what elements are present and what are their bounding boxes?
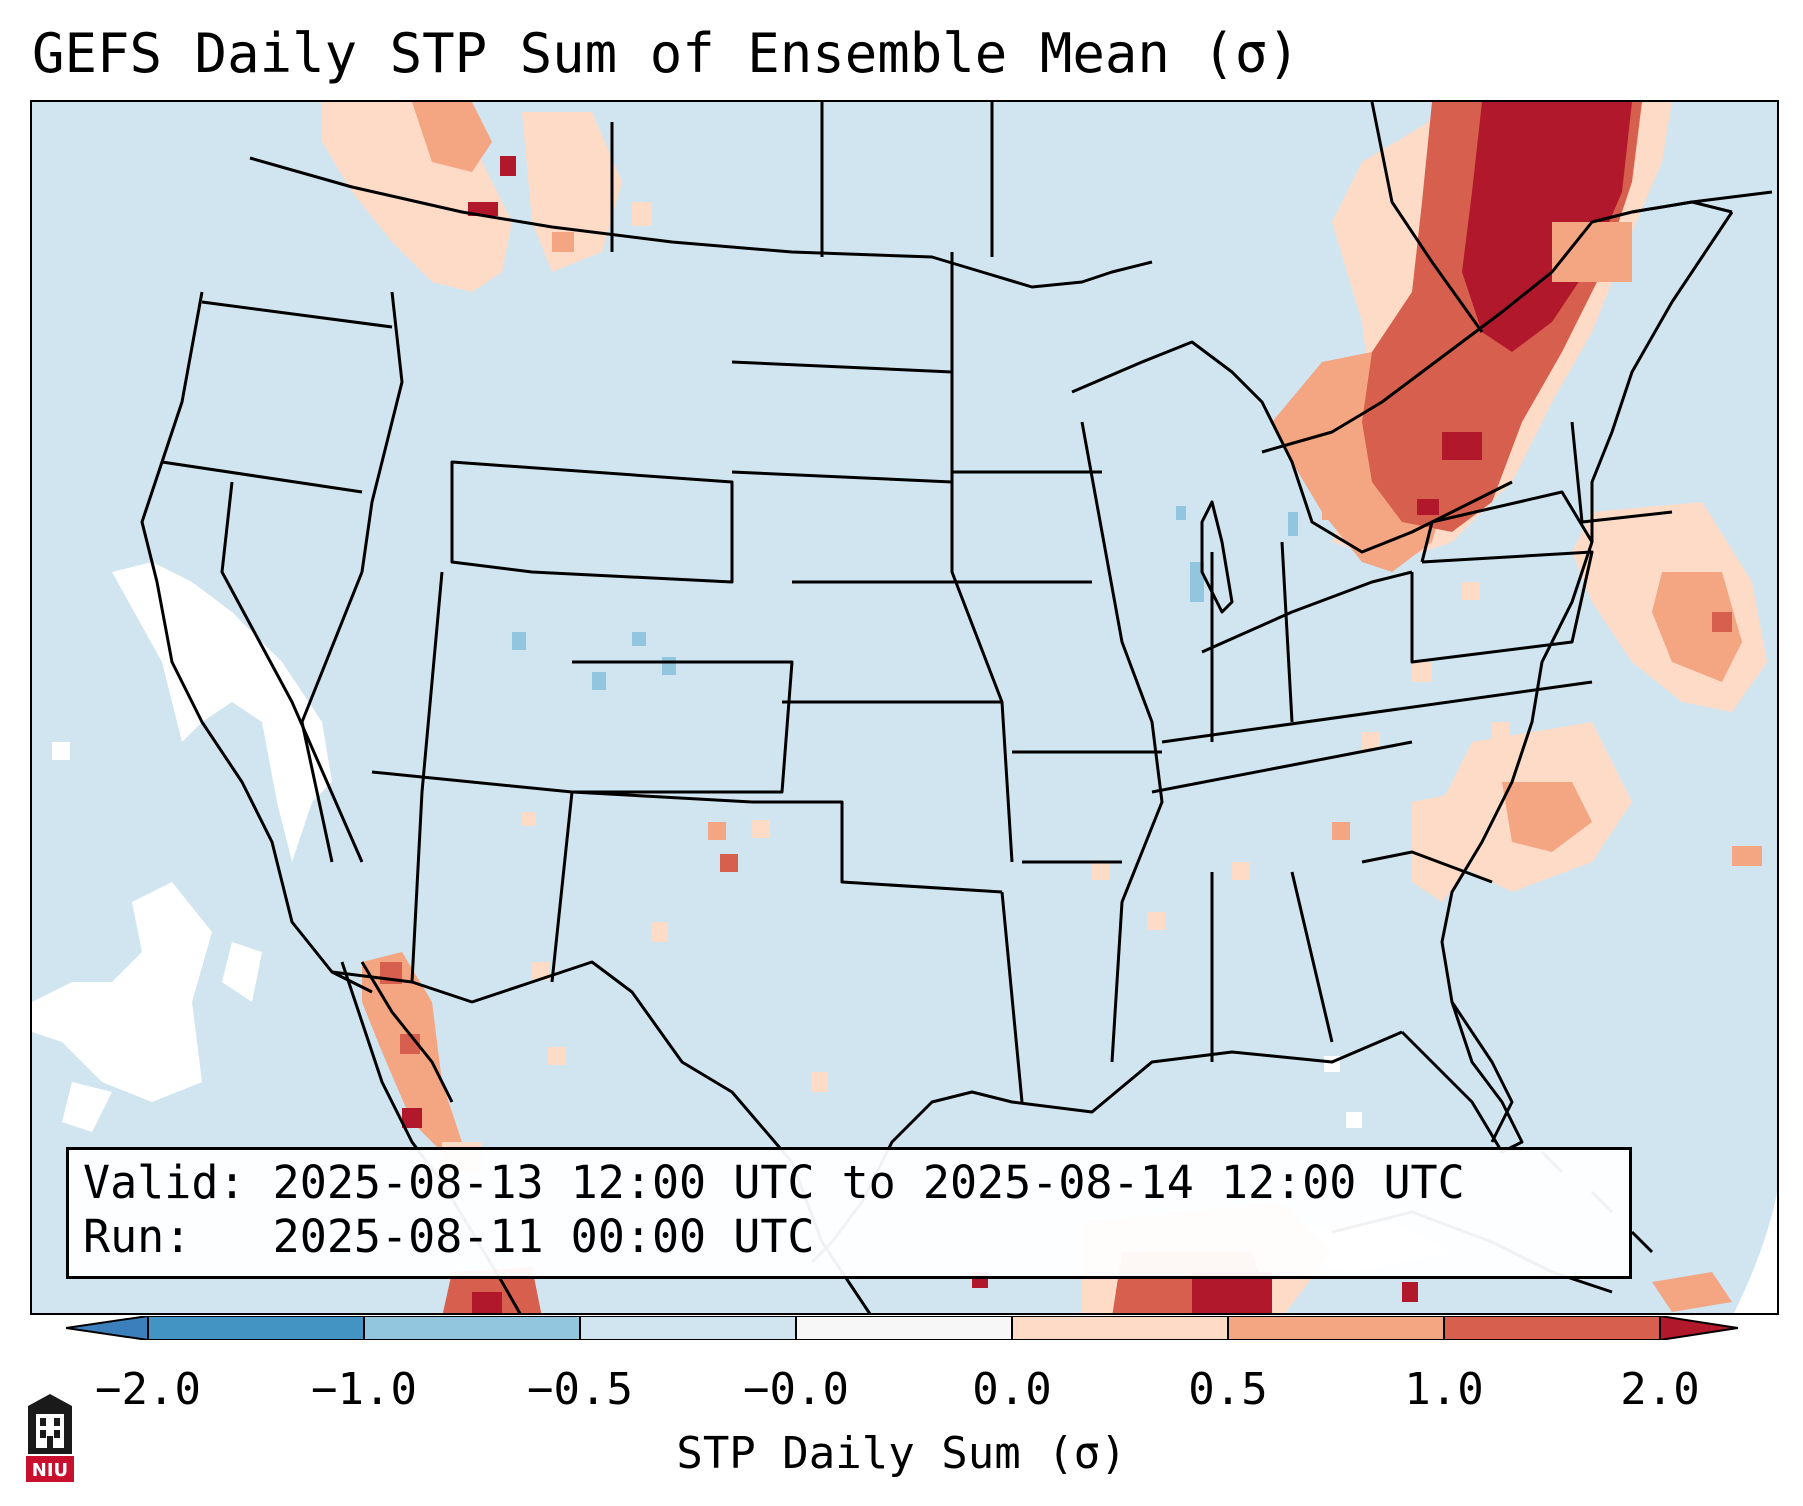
colorbar — [66, 1316, 1738, 1340]
colorbar-bin-2 — [364, 1316, 580, 1340]
colorbar-bin-6 — [1228, 1316, 1444, 1340]
us-coastline-east — [1440, 211, 1734, 1143]
lake-michigan — [1200, 500, 1234, 614]
state-line-in-oh — [1280, 541, 1294, 723]
colorbar-extend-min — [66, 1316, 149, 1340]
labrador-coast — [1631, 190, 1773, 214]
state-line-ohio-river — [1201, 570, 1413, 654]
great-lakes — [1071, 340, 1513, 554]
map-boundaries — [140, 102, 1773, 1313]
valid-time-box: Valid: 2025-08-13 12:00 UTC to 2025-08-1… — [66, 1147, 1632, 1279]
colorbar-bin-7 — [1444, 1316, 1660, 1340]
us-mexico-border — [331, 960, 824, 1243]
state-line-north-central — [950, 252, 1014, 863]
state-line-tn-ky — [1161, 680, 1593, 744]
valid-label: Valid: — [83, 1156, 246, 1209]
colorbar-tick: 0.5 — [1188, 1364, 1268, 1415]
niu-logo: NIU — [26, 1394, 74, 1482]
run-label: Run: — [83, 1210, 192, 1263]
state-line-co — [572, 660, 794, 794]
state-line-pa — [1410, 550, 1594, 664]
colorbar-bin-3 — [580, 1316, 796, 1340]
colorbar-tick: 2.0 — [1620, 1364, 1700, 1415]
us-canada-border-west — [249, 156, 1153, 289]
colorbar-bin-4 — [796, 1316, 1012, 1340]
figure-title: GEFS Daily STP Sum of Ensemble Mean (σ) — [32, 22, 1300, 85]
state-line-ut-co — [410, 571, 444, 983]
state-line-az-nm — [550, 791, 574, 983]
colorbar-extend-max — [1659, 1316, 1738, 1340]
mexico-gulf-coast — [360, 961, 454, 1103]
colorbar-tick: 0.0 — [972, 1364, 1052, 1415]
colorbar-bin-5 — [1012, 1316, 1228, 1340]
state-line-id-mt — [360, 291, 404, 573]
stp-field-atlantic — [1412, 502, 1767, 902]
colorbar-tick: −1.0 — [311, 1364, 417, 1415]
stp-field-northeast — [1272, 102, 1672, 572]
colorbar-tick: −0.5 — [527, 1364, 633, 1415]
hudson-bay-coast — [1370, 102, 1484, 333]
state-line-sd-ne — [731, 470, 953, 484]
us-coastline-west — [140, 291, 373, 994]
run-time: 2025-08-11 00:00 UTC — [272, 1210, 815, 1263]
map-canvas — [32, 102, 1777, 1313]
logo-text: NIU — [32, 1460, 68, 1481]
state-line-tn-south — [1151, 740, 1413, 794]
state-line-tx-la — [1000, 891, 1024, 1103]
state-line-wy — [450, 460, 734, 584]
state-line-al-ga — [1290, 871, 1334, 1043]
colorbar-tick: 1.0 — [1404, 1364, 1484, 1415]
state-line-nd-sd — [731, 360, 953, 374]
map-panel — [30, 100, 1779, 1315]
state-line-wa-or — [201, 300, 393, 329]
state-line-new-england — [1570, 421, 1673, 524]
colorbar-tick: −2.0 — [95, 1364, 201, 1415]
stp-field-scatter — [512, 502, 1510, 1092]
colorbar-bin-1 — [148, 1316, 364, 1340]
state-line-mississippi-river — [1080, 421, 1164, 1063]
state-line-ok-tx — [752, 800, 1003, 894]
colorbar-label: STP Daily Sum (σ) — [676, 1428, 1127, 1479]
state-line-nc-sc — [1361, 850, 1493, 884]
state-line-or-ca — [161, 460, 363, 494]
valid-time-range: 2025-08-13 12:00 UTC to 2025-08-14 12:00… — [272, 1156, 1465, 1209]
colorbar-tick: −0.0 — [743, 1364, 849, 1415]
state-line-ca-nv — [220, 481, 364, 863]
state-line-ny — [1420, 490, 1594, 563]
